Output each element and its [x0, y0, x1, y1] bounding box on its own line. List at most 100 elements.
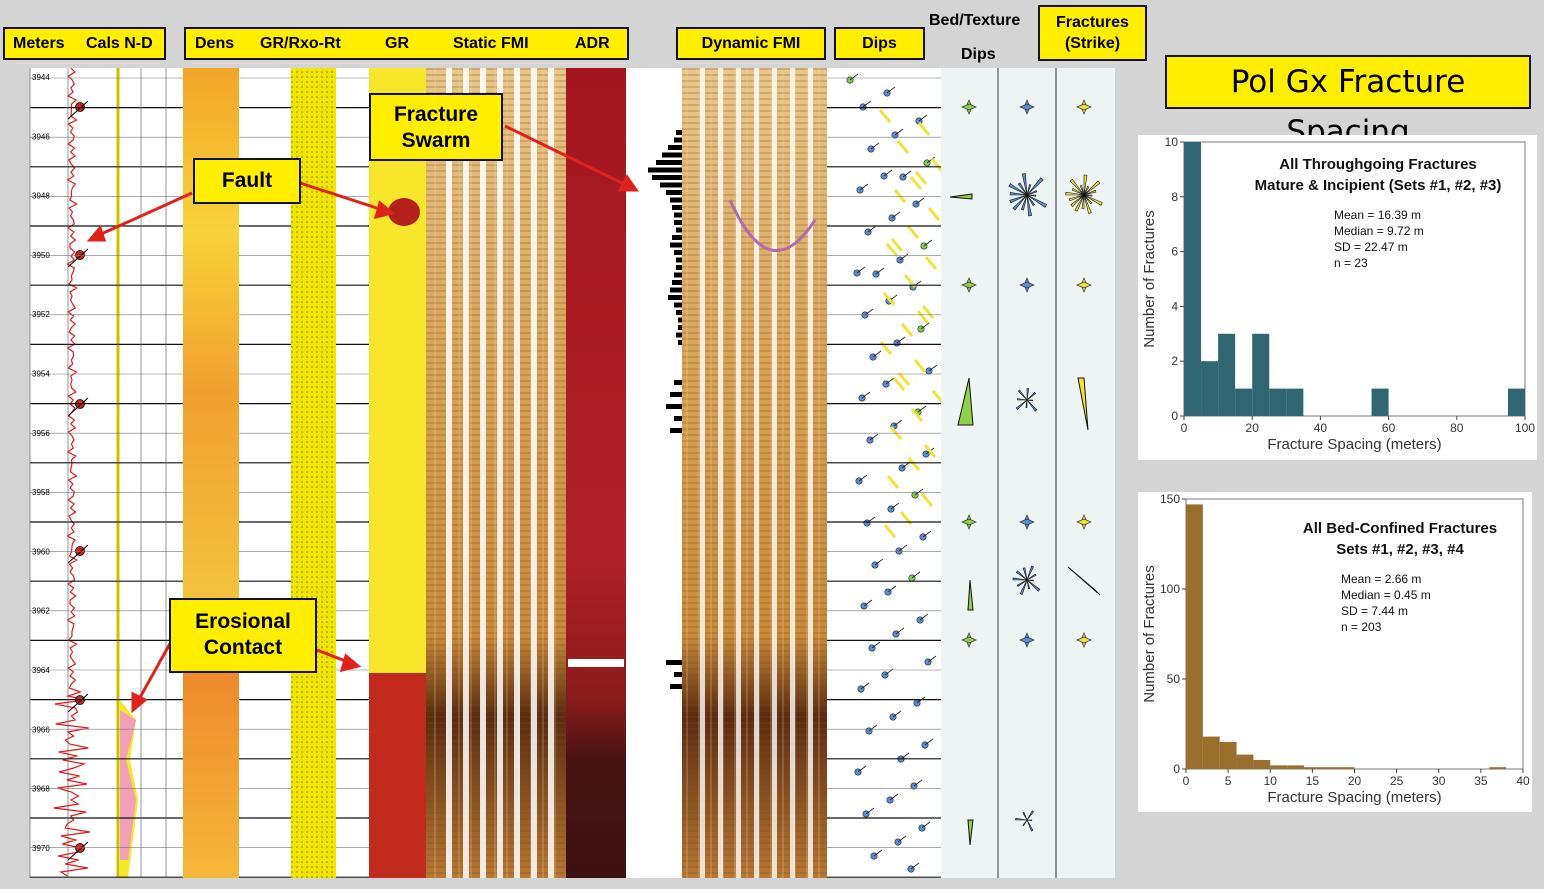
rose-petal [1026, 573, 1037, 581]
histogram-bar [1235, 388, 1253, 416]
rose-petal [1026, 579, 1031, 590]
depth-tick-label: 3948 [32, 192, 50, 201]
density-bar [668, 145, 682, 150]
x-axis-label: Fracture Spacing (meters) [1267, 789, 1441, 806]
rose-petal [1083, 194, 1093, 205]
x-tick-label: 60 [1382, 421, 1396, 435]
histogram-bar [1202, 736, 1220, 769]
histogram-bar [1320, 767, 1338, 769]
header-static-fmi: Static FMI [453, 34, 529, 52]
rose-petal [1026, 388, 1030, 401]
header-gr: GR [385, 34, 409, 52]
caliper-curve [53, 67, 90, 877]
page-title: Pol Gx Fracture Spacing [1165, 55, 1531, 150]
y-tick-label: 150 [1160, 492, 1180, 506]
x-tick-label: 0 [1181, 421, 1188, 435]
rose-petal [1025, 399, 1028, 409]
density-bar [676, 310, 682, 315]
rose-petal [1022, 811, 1028, 821]
bed-dip-rose [967, 579, 974, 611]
rose-petal [1017, 389, 1028, 401]
fault-marker [75, 843, 85, 853]
rose-petal [1008, 183, 1028, 196]
y-tick-label: 8 [1171, 190, 1178, 204]
density-bar [678, 325, 682, 330]
x-tick-label: 25 [1390, 774, 1404, 788]
dyn-fmi-pad-gap [700, 68, 705, 878]
fracture-strike-rose [1077, 377, 1089, 431]
depth-tick-label: 3952 [32, 310, 50, 319]
header-dynamic-fmi-label: Dynamic FMI [701, 34, 801, 52]
depth-tick-label: 3968 [32, 785, 50, 794]
rose-petal [1009, 192, 1028, 196]
fmi-pad-gap [463, 68, 469, 878]
density-bar [662, 152, 682, 158]
histogram-bar [1253, 760, 1271, 769]
histogram-bar [1270, 765, 1288, 769]
density-bar [676, 227, 682, 233]
fracture-dip-mark [890, 238, 904, 252]
depth-tick-label: 3950 [32, 251, 50, 260]
density-bar [648, 167, 682, 173]
rose-petal [1026, 819, 1034, 832]
header-logs: Dens GR/Rxo-Rt GR Static FMI ADR [184, 27, 629, 60]
dyn-fmi-pad-gap [808, 68, 813, 878]
density-bar [672, 205, 682, 210]
fmi-pad-gap [480, 68, 486, 878]
stats-text: Median = 0.45 m [1341, 588, 1431, 602]
header-bed-texture-dips: Dips [961, 46, 996, 63]
fmi-pad-gap [446, 68, 452, 878]
y-tick-label: 6 [1171, 245, 1178, 259]
depth-tick-label: 3954 [32, 370, 50, 379]
fault-marker [75, 546, 85, 556]
histogram-bed-confined: 0 5 10 15 20 25 30 35 40 0 50 100 150 Fracture Spacin… [1138, 492, 1532, 812]
fracture-strike-rose [1067, 566, 1101, 596]
rose-petal [1026, 177, 1044, 196]
density-bar [670, 428, 682, 433]
dyn-fmi-pad-gap [736, 68, 741, 878]
fracture-dip-mark [923, 444, 937, 458]
y-tick-label: 4 [1171, 299, 1178, 313]
density-bar [670, 197, 682, 203]
density-bar [676, 265, 682, 270]
dyn-fmi-pad-gap [754, 68, 759, 878]
density-bar [670, 684, 682, 689]
fracture-dip-mark [878, 109, 892, 123]
rose-petal [1026, 565, 1034, 581]
rose-petal [1083, 194, 1092, 214]
rose-petal [1026, 399, 1038, 412]
rose-petal [1065, 191, 1085, 196]
histogram-bar [1286, 388, 1304, 416]
fmi-pad-gap [514, 68, 520, 878]
chart-title: Mature & Incipient (Sets #1, #2, #3) [1255, 177, 1502, 194]
y-tick-label: 0 [1171, 409, 1178, 423]
rose-petal [1074, 194, 1085, 212]
rose-petal [1069, 178, 1085, 196]
depth-tick-label: 3964 [32, 666, 50, 675]
well-log-panel: 3944 3946 3948 3950 3952 3954 3956 3958 3960 3962… [29, 67, 1115, 878]
dyn-fmi-pad-gap [790, 68, 795, 878]
callout-arrows [86, 124, 639, 714]
rose-petal [1026, 810, 1035, 821]
histogram-bar [1201, 361, 1219, 416]
bed-dip-rose [967, 819, 974, 846]
adr-track [566, 68, 626, 878]
rose-petal [1079, 185, 1085, 196]
density-bar [668, 295, 682, 300]
fracture-dip-mark [917, 122, 931, 136]
x-axis-label: Fracture Spacing (meters) [1267, 436, 1441, 453]
callout-fault: Fault [193, 158, 301, 204]
rose-petal [1022, 567, 1028, 581]
x-tick-label: 15 [1306, 774, 1320, 788]
rose-petal [1026, 391, 1037, 401]
rose-petal [1083, 180, 1101, 196]
fmi-pad-gap [531, 68, 537, 878]
stats-text: Mean = 16.39 m [1334, 208, 1421, 222]
density-bar [670, 392, 682, 397]
y-tick-label: 100 [1160, 582, 1180, 596]
density-bar [660, 182, 682, 188]
x-tick-label: 10 [1264, 774, 1278, 788]
density-bar [672, 280, 682, 285]
rose-petal [1026, 579, 1034, 582]
fracture-dip-mark [927, 207, 941, 221]
